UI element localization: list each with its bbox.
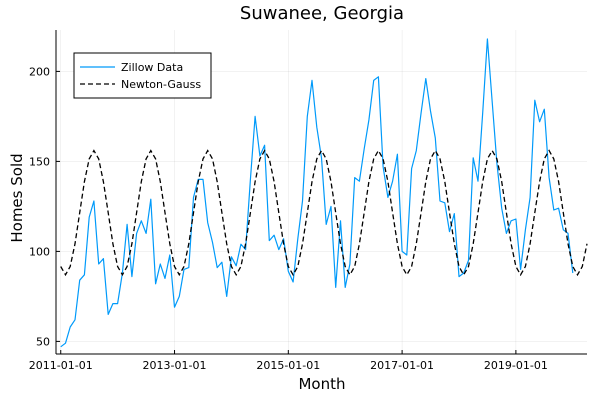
y-tick-label: 100 — [29, 245, 50, 258]
x-tick-label: 2019-01-01 — [484, 359, 548, 372]
axes: 2011-01-01 2013-01-01 2015-01-01 2017-01-01… — [29, 30, 587, 372]
legend-label-newton-gauss: Newton-Gauss — [121, 78, 201, 91]
x-tick-label: 2017-01-01 — [370, 359, 434, 372]
y-tick-label: 150 — [29, 155, 50, 168]
legend: Zillow Data Newton-Gauss — [73, 52, 212, 99]
y-axis-label: Homes Sold — [8, 153, 26, 242]
x-axis-label: Month — [298, 375, 345, 393]
series-line-newton-gauss — [60, 149, 588, 277]
legend-label-zillow-data: Zillow Data — [121, 61, 183, 74]
x-tick-label: 2011-01-01 — [29, 359, 93, 372]
x-tick-label: 2013-01-01 — [143, 359, 207, 372]
legend-box — [73, 52, 212, 99]
series-layer — [60, 38, 588, 348]
chart-title: Suwanee, Georgia — [240, 3, 404, 24]
y-tick-label: 50 — [36, 335, 50, 348]
y-tick-label: 200 — [29, 65, 50, 78]
x-tick-label: 2015-01-01 — [256, 359, 320, 372]
series-line-zillow-data — [60, 38, 574, 348]
